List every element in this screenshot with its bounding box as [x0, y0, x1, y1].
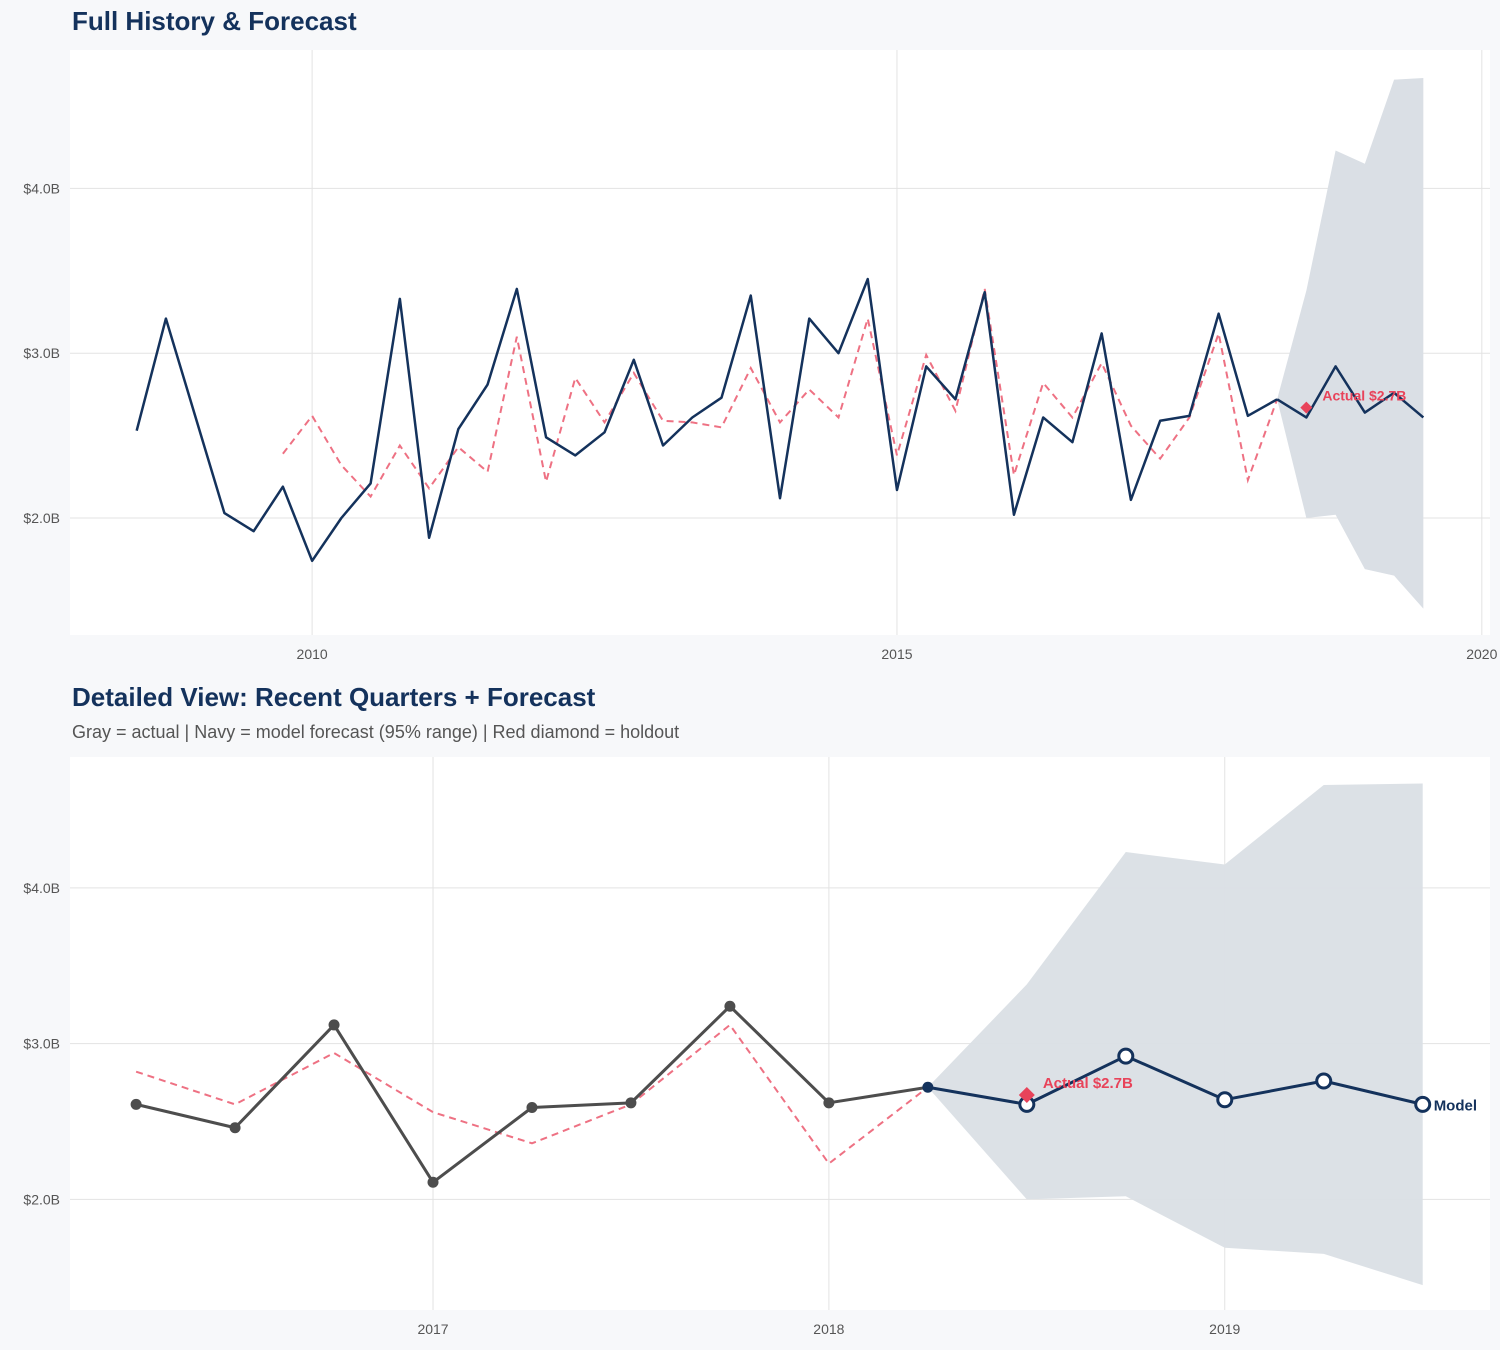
- actual-point: [922, 1081, 934, 1093]
- y-tick-label: $4.0B: [23, 180, 60, 196]
- x-tick-label: 2019: [1209, 1321, 1240, 1337]
- y-tick-label: $3.0B: [23, 1036, 60, 1052]
- forecast-point: [1117, 1047, 1135, 1065]
- y-tick-label: $2.0B: [23, 510, 60, 526]
- fitted-line: [135, 1023, 929, 1165]
- actual-point: [724, 1000, 736, 1012]
- x-tick-label: 2017: [417, 1321, 448, 1337]
- model-label: Model: [1434, 1097, 1477, 1114]
- actual-point: [328, 1019, 340, 1031]
- x-tick-label: 2010: [297, 646, 328, 662]
- x-tick-label: 2018: [813, 1321, 844, 1337]
- forecast-band: [927, 783, 1423, 1286]
- holdout-label: Actual $2.7B: [1043, 1075, 1133, 1092]
- actual-point: [823, 1097, 835, 1109]
- chart-title-detail: Detailed View: Recent Quarters + Forecas…: [72, 682, 596, 712]
- detail-chart: $2.0B $3.0B $4.0B 2017 2018 2019 Model Actual $…: [23, 757, 1490, 1337]
- forecast-point: [1315, 1072, 1333, 1090]
- y-tick-label: $3.0B: [23, 345, 60, 361]
- chart-title-history: Full History & Forecast: [72, 6, 357, 36]
- history-chart: $2.0B $3.0B $4.0B 2010 2015 2020 Actual $2.7B: [23, 50, 1498, 662]
- x-tick-label: 2020: [1466, 646, 1497, 662]
- forecast-line: [927, 1054, 1424, 1106]
- forecast-line: [1276, 365, 1425, 419]
- plot-area: [70, 50, 1490, 635]
- chart-subtitle-detail: Gray = actual | Navy = model forecast (9…: [72, 722, 680, 742]
- holdout-label: Actual $2.7B: [1322, 388, 1406, 404]
- forecast-point: [1414, 1095, 1432, 1113]
- actual-point: [526, 1101, 538, 1113]
- actual-point: [229, 1122, 241, 1134]
- x-tick-label: 2015: [881, 646, 912, 662]
- y-tick-label: $4.0B: [23, 880, 60, 896]
- holdout-diamond: [1018, 1087, 1035, 1104]
- actual-point: [625, 1097, 637, 1109]
- forecast-band: [1277, 78, 1424, 609]
- actual-line: [135, 277, 1278, 563]
- holdout-diamond: [1300, 401, 1313, 414]
- actual-point: [427, 1176, 439, 1188]
- y-tick-label: $2.0B: [23, 1191, 60, 1207]
- actual-point: [130, 1098, 142, 1110]
- forecast-point: [1216, 1091, 1234, 1109]
